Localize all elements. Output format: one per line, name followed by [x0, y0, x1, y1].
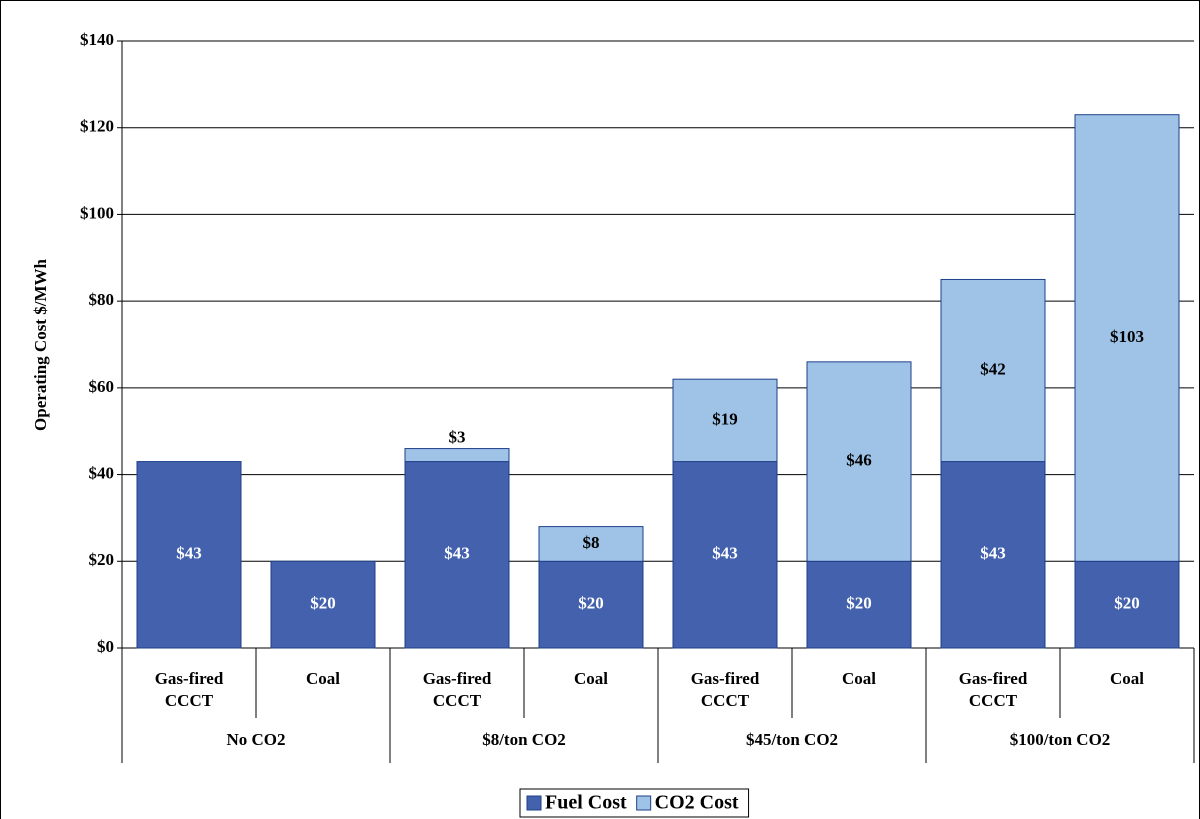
bar-segment — [940, 278, 1046, 463]
value-label: $43 — [176, 544, 202, 563]
bar-segment — [538, 560, 644, 649]
bar-segment — [1074, 114, 1180, 562]
x-tick-label: Gas-fired CCCT — [691, 669, 760, 710]
bar-segment — [672, 461, 778, 649]
x-tick-label: Coal — [574, 669, 608, 688]
bar-segment — [672, 378, 778, 463]
x-tick-label: Gas-fired CCCT — [959, 669, 1028, 710]
y-tick-label: $20 — [89, 550, 115, 569]
value-label: $20 — [1114, 594, 1140, 613]
value-label: $46 — [846, 450, 872, 469]
bar-segment — [806, 361, 912, 562]
group-label: No CO2 — [226, 730, 285, 749]
bar-segment — [136, 461, 242, 649]
legend-swatch — [526, 795, 542, 811]
bar-segment — [1074, 560, 1180, 649]
group-label: $45/ton CO2 — [746, 730, 838, 749]
value-label: $103 — [1110, 327, 1144, 346]
value-label: $3 — [449, 427, 466, 446]
legend-swatch — [636, 795, 652, 811]
x-tick-label: Coal — [842, 669, 876, 688]
value-label: $19 — [712, 409, 738, 428]
value-label: $43 — [444, 544, 470, 563]
y-tick-label: $140 — [80, 30, 114, 49]
legend-label: CO2 Cost — [655, 792, 739, 814]
value-label: $8 — [583, 533, 600, 552]
group-label: $100/ton CO2 — [1010, 730, 1111, 749]
legend-label: Fuel Cost — [545, 792, 627, 814]
value-label: $43 — [980, 544, 1006, 563]
x-tick-label: Gas-fired CCCT — [423, 669, 492, 710]
value-label: $43 — [712, 544, 738, 563]
bar-segment — [940, 461, 1046, 649]
value-label: $42 — [980, 359, 1006, 378]
value-label: $20 — [310, 594, 336, 613]
bar-segment — [538, 526, 644, 562]
legend-box — [519, 788, 750, 818]
y-tick-label: $60 — [89, 377, 115, 396]
group-label: $8/ton CO2 — [482, 730, 566, 749]
bar-segment — [404, 448, 510, 463]
y-tick-label: $80 — [89, 290, 115, 309]
x-tick-label: Coal — [1110, 669, 1144, 688]
value-label: $20 — [846, 594, 872, 613]
bar-segment — [270, 560, 376, 649]
y-axis-label: Operating Cost $/MWh — [31, 259, 50, 431]
bar-segment — [806, 560, 912, 649]
y-tick-label: $120 — [80, 117, 114, 136]
y-tick-label: $0 — [97, 637, 114, 656]
x-tick-label: Gas-fired CCCT — [155, 669, 224, 710]
y-tick-label: $100 — [80, 203, 114, 222]
y-tick-label: $40 — [89, 463, 115, 482]
x-tick-label: Coal — [306, 669, 340, 688]
value-label: $20 — [578, 594, 604, 613]
